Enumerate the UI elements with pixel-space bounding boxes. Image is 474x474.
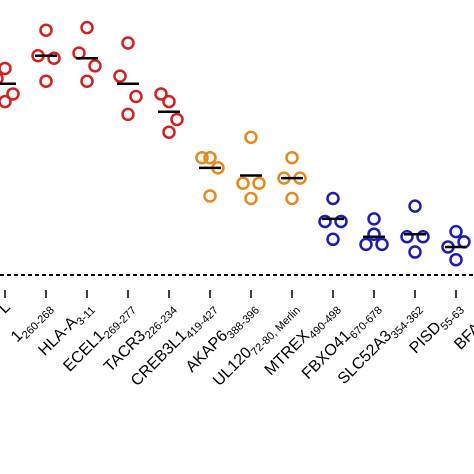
data-point — [88, 59, 102, 73]
data-point — [244, 130, 258, 145]
data-point — [449, 224, 463, 239]
data-point — [285, 191, 299, 206]
data-point — [129, 89, 143, 104]
category-subscript: 388-396 — [225, 304, 262, 341]
data-point — [80, 20, 94, 35]
data-point — [375, 237, 389, 252]
data-point — [367, 227, 381, 241]
category-name: L — [0, 299, 14, 317]
data-point — [162, 125, 176, 139]
data-point — [367, 212, 381, 226]
data-point — [359, 237, 373, 252]
data-point — [6, 87, 20, 101]
data-point — [334, 214, 348, 229]
data-point — [326, 191, 340, 206]
data-point — [39, 74, 53, 88]
data-point — [408, 199, 422, 213]
data-point — [121, 36, 135, 50]
data-point — [244, 191, 258, 206]
data-point — [195, 150, 209, 165]
data-point — [449, 252, 463, 267]
data-point — [236, 176, 250, 190]
data-point — [318, 214, 332, 229]
data-point — [121, 107, 135, 122]
data-point — [203, 150, 217, 165]
data-point — [400, 230, 414, 244]
data-point — [0, 72, 4, 85]
data-point — [170, 112, 184, 127]
data-point — [113, 69, 127, 83]
data-point — [0, 94, 12, 109]
data-point — [162, 94, 176, 109]
data-point — [154, 87, 168, 101]
data-point — [416, 230, 430, 244]
x-tick-label: L — [0, 299, 14, 317]
data-point — [0, 61, 12, 76]
data-point — [252, 176, 266, 190]
data-point — [47, 51, 61, 65]
data-point — [80, 74, 94, 88]
data-point — [408, 245, 422, 259]
data-point — [203, 189, 217, 203]
data-point — [39, 23, 53, 37]
data-point — [285, 150, 299, 165]
data-point — [326, 232, 340, 247]
